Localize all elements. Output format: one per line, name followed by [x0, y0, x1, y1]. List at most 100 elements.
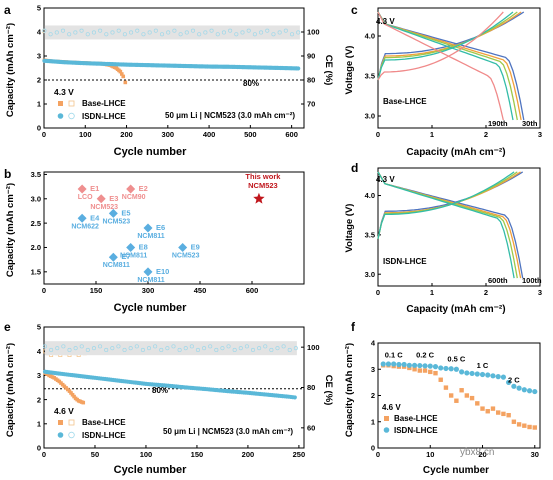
legend-base-marker [58, 101, 63, 106]
ce-point-isdn [226, 344, 231, 349]
panel-d-cycle-600: 600th [488, 276, 508, 285]
capacity-point-base [119, 72, 124, 76]
x-tick-label: 3 [538, 130, 542, 139]
literature-point-e10 [143, 267, 153, 277]
x-tick-label: 100 [79, 130, 92, 139]
y2-tick-label: 100 [307, 343, 320, 352]
ce-point-isdn [159, 347, 164, 353]
x-tick-label: 250 [293, 450, 306, 459]
ce-point-isdn [67, 347, 72, 353]
ce-point-isdn [49, 347, 54, 353]
panel-c-voltage-label: 4.3 V [376, 17, 395, 26]
rate-label-1: 0.2 C [416, 350, 435, 359]
charge-curve-2 [377, 11, 518, 81]
rate-point-isdn [495, 374, 501, 380]
rate-point-isdn [438, 365, 444, 371]
legend-isdn-label: ISDN-LHCE [394, 426, 438, 435]
y-tick-label: 4.0 [365, 191, 375, 200]
capacity-point-base [69, 391, 73, 395]
x-tick-label: 400 [203, 130, 216, 139]
literature-point-e7 [108, 252, 118, 262]
y2-tick-label: 90 [307, 52, 315, 61]
panel-d-voltage-profiles-isdn: d 0 1 2 3 3.0 3.5 4.0 Capacity (mAh cm⁻²) Volt… [344, 161, 542, 315]
capacity-point-base [70, 392, 75, 397]
charge-curve-3 [377, 11, 514, 81]
rate-point-isdn [380, 361, 386, 367]
literature-label-e1: E1 [90, 184, 99, 193]
rate-point-isdn [500, 374, 507, 380]
rate-point-isdn [479, 371, 486, 378]
rate-point-isdn [448, 366, 454, 372]
y-tick-label: 1 [371, 417, 375, 426]
ce-point-isdn [250, 347, 256, 353]
ce-point-isdn [153, 28, 158, 33]
ce-point-isdn [91, 30, 96, 35]
charge-curve-3 [377, 171, 515, 239]
panel-f-xlabel: Cycle number [423, 465, 489, 476]
panel-f-legend: Base-LHCE ISDN-LHCE [383, 414, 438, 435]
panel-label-e: e [4, 320, 11, 334]
legend-isdn-label: ISDN-LHCE [82, 431, 126, 440]
discharge-curve-3 [377, 171, 515, 279]
this-work-cathode: NCM523 [248, 181, 278, 190]
rate-point-base [443, 385, 449, 390]
ce-point-isdn [153, 344, 158, 349]
panel-e-ylabel: Capacity (mAh cm⁻²) [5, 343, 16, 437]
y-tick-label: 3.0 [365, 112, 375, 121]
literature-cathode-e3: NCM523 [90, 204, 118, 211]
rate-point-isdn [526, 388, 533, 394]
panel-e-80-percent-label: 80% [152, 386, 168, 395]
rate-point-base [522, 423, 527, 428]
ce-point-isdn [135, 28, 140, 33]
ce-point-isdn [275, 346, 280, 351]
ce-point-isdn [234, 32, 239, 37]
x-tick-label: 150 [90, 286, 103, 295]
rate-point-isdn [464, 370, 470, 376]
ce-point-isdn [203, 30, 208, 35]
y-tick-label: 4 [37, 28, 42, 37]
capacity-point-base [72, 394, 76, 399]
capacity-point-isdn [292, 395, 297, 400]
x-tick-label: 0 [376, 450, 380, 459]
plot-frame [377, 167, 541, 287]
literature-cathode-e5: NCM523 [103, 218, 131, 225]
capacity-point-base [123, 80, 128, 85]
literature-cathode-e1: LCO [78, 194, 93, 201]
ce-point-isdn [73, 30, 78, 35]
literature-label-e3: E3 [109, 194, 118, 203]
legend-isdn-marker [57, 113, 64, 119]
panel-label-b: b [4, 167, 11, 181]
y-tick-label: 3 [37, 52, 41, 61]
panel-d-voltage-label: 4.3 V [376, 175, 395, 184]
rate-point-base [412, 367, 417, 372]
capacity-point-base [67, 389, 72, 393]
ce-point-isdn [189, 344, 194, 349]
x-tick-label: 50 [91, 450, 99, 459]
rate-point-isdn [396, 361, 402, 368]
y-tick-label: 5 [37, 323, 41, 332]
rate-point-base [459, 388, 464, 393]
panel-a-y2label: CE (%) [323, 55, 334, 86]
ce-point-isdn [129, 30, 134, 35]
panel-e-cell-config: 50 μm Li | NCM523 (3.0 mAh cm⁻²) [163, 427, 293, 436]
ce-point-isdn [172, 28, 177, 33]
y-tick-label: 5 [37, 4, 41, 13]
literature-label-e9: E9 [191, 242, 200, 251]
x-tick-label: 500 [244, 130, 257, 139]
legend-base-marker [384, 416, 389, 421]
rate-point-base [428, 369, 433, 375]
y-tick-label: 0 [37, 444, 41, 453]
rate-label-4: 2 C [508, 375, 520, 384]
ce-point-isdn [98, 344, 103, 349]
panel-c-cycle-30: 30th [522, 119, 538, 128]
rate-label-2: 0.5 C [447, 354, 466, 363]
ce-point-isdn [104, 347, 109, 353]
ce-point-isdn [79, 344, 84, 349]
ce-point-isdn [197, 32, 202, 37]
x-tick-label: 20 [478, 450, 486, 459]
ce-point-isdn [116, 28, 121, 33]
ce-point-isdn [220, 346, 225, 351]
literature-point-e2 [126, 184, 136, 194]
y-tick-label: 2 [371, 391, 375, 400]
